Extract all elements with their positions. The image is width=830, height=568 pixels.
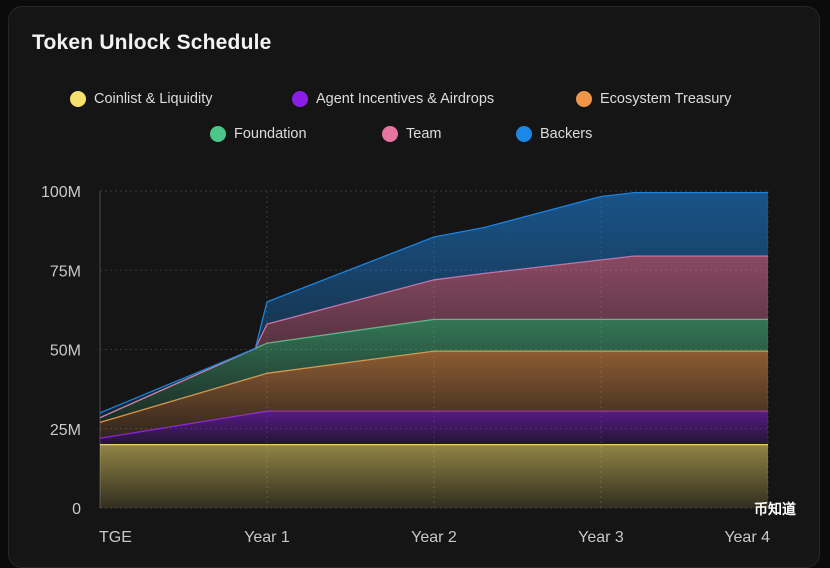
legend-label: Ecosystem Treasury <box>600 91 732 107</box>
legend-label: Agent Incentives & Airdrops <box>316 91 495 107</box>
legend-swatch <box>382 126 398 142</box>
area-ecosystem-treasury <box>100 351 768 439</box>
legend-item: Team <box>382 126 441 142</box>
y-tick-label: 0 <box>72 501 81 518</box>
legend-label: Coinlist & Liquidity <box>94 91 213 107</box>
legend-swatch <box>70 91 86 107</box>
legend-swatch <box>210 126 226 142</box>
y-tick-label: 25M <box>50 422 81 439</box>
legend-swatch <box>516 126 532 142</box>
legend-item: Ecosystem Treasury <box>576 91 731 107</box>
series-line <box>99 191 768 414</box>
x-tick-label: Year 2 <box>411 529 457 546</box>
area-agent-incentives-airdrops <box>100 411 768 445</box>
area-coinlist-liquidity <box>100 444 768 508</box>
y-tick-label: 50M <box>50 343 81 360</box>
legend-item: Agent Incentives & Airdrops <box>292 91 494 107</box>
legend-item: Foundation <box>210 126 307 142</box>
x-tick-label: TGE <box>99 529 132 546</box>
x-tick-label: Year 4 <box>724 529 770 546</box>
legend-swatch <box>576 91 592 107</box>
stacked-areas <box>99 191 768 508</box>
y-tick-label: 75M <box>50 263 81 280</box>
watermark-text: 币知道 <box>754 502 796 518</box>
chart-title: Token Unlock Schedule <box>32 31 272 54</box>
legend-swatch <box>292 91 308 107</box>
legend-label: Backers <box>540 126 593 142</box>
legend-item: Coinlist & Liquidity <box>70 91 212 107</box>
y-tick-label: 100M <box>41 184 81 201</box>
area-foundation <box>100 319 768 423</box>
area-team <box>100 256 768 418</box>
x-tick-label: Year 3 <box>578 529 624 546</box>
area-backers <box>100 192 768 418</box>
legend-label: Team <box>406 126 442 142</box>
x-tick-label: Year 1 <box>244 529 290 546</box>
legend-item: Backers <box>516 126 592 142</box>
legend-label: Foundation <box>234 126 307 142</box>
